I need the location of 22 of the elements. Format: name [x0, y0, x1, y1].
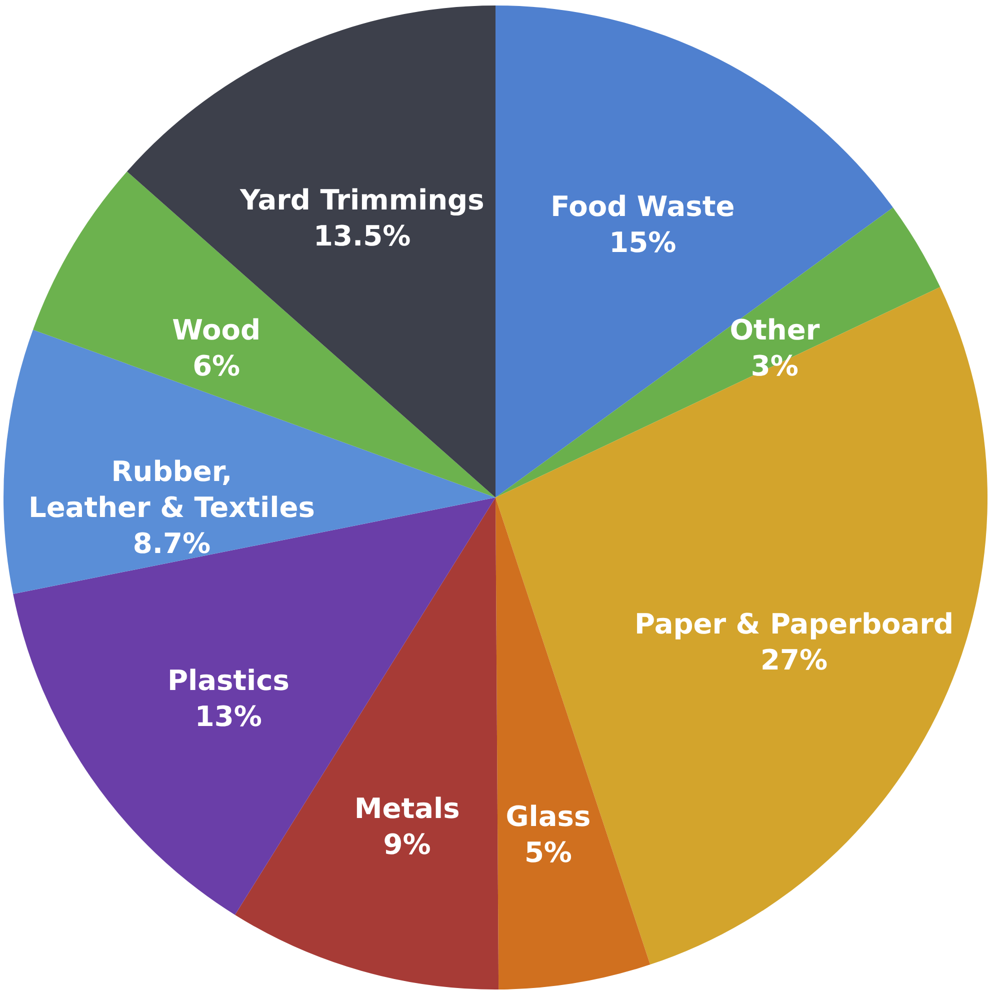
slice-label: Other	[730, 314, 820, 347]
data-label: 8.7%	[132, 527, 211, 560]
data-label: 5%	[524, 836, 572, 869]
data-label: 13%	[194, 700, 262, 734]
slice-label: Food Waste	[550, 190, 735, 224]
pie-slice	[496, 287, 988, 965]
slice-label: Plastics	[167, 664, 290, 698]
data-label: 9%	[383, 828, 431, 861]
slice-label: Glass	[506, 800, 591, 833]
data-label: 3%	[750, 350, 798, 383]
data-label: 6%	[192, 350, 240, 383]
data-label: 15%	[609, 226, 676, 260]
pie-slice	[496, 6, 893, 498]
slice-label: Rubber, Leather & Textiles	[28, 455, 315, 524]
pie-slice	[13, 498, 496, 915]
slice-label: Paper & Paperboard	[634, 607, 954, 640]
slice-label: Wood	[172, 314, 261, 347]
data-label: 13.5%	[314, 219, 411, 252]
slice-label: Yard Trimmings	[239, 183, 484, 216]
data-label: 27%	[760, 643, 828, 676]
pie-slice	[32, 172, 496, 498]
slice-label: Metals	[354, 792, 460, 825]
